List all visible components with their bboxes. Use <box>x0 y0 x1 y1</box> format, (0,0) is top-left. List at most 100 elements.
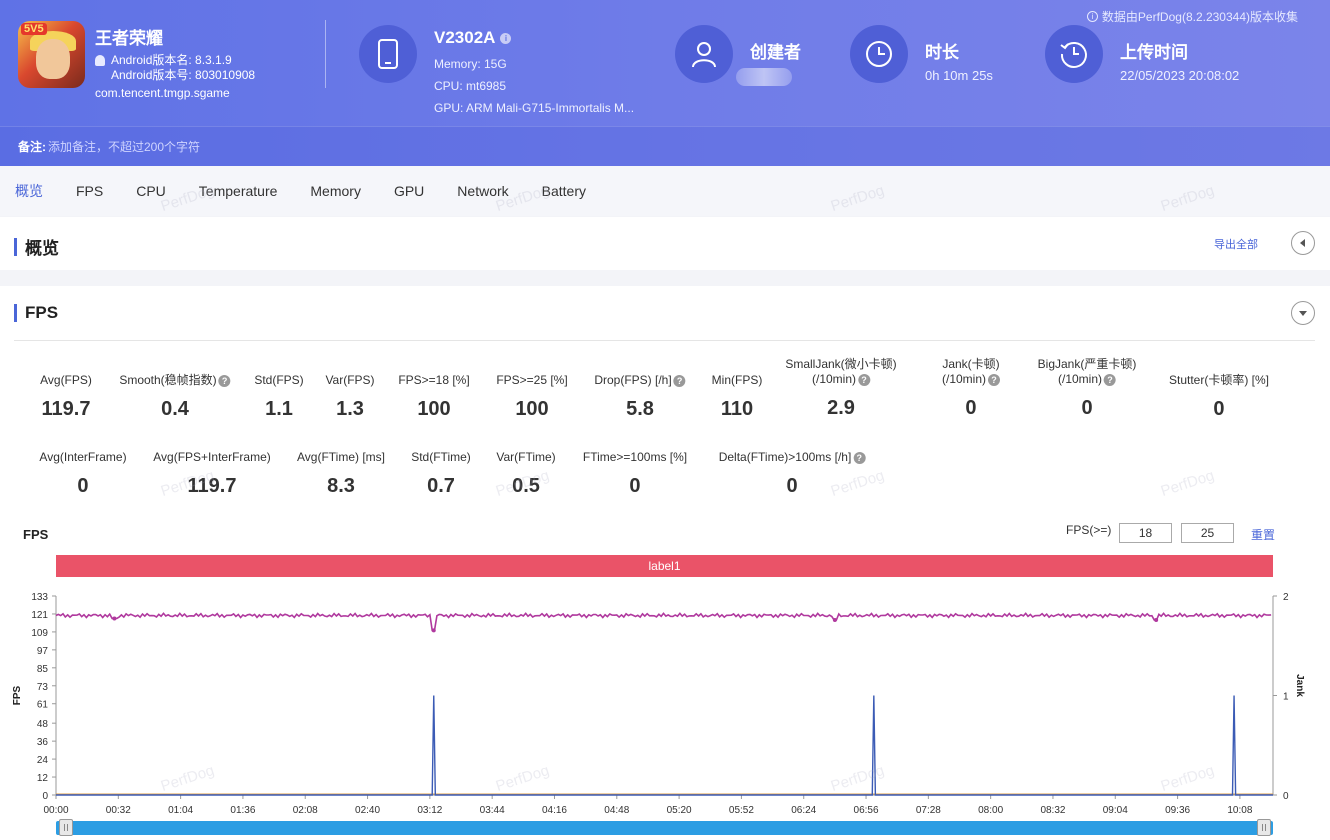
y-tick-label: 109 <box>31 628 48 639</box>
tab-overview[interactable]: 概览 <box>15 183 43 199</box>
x-tick-label: 08:00 <box>978 805 1003 816</box>
report-header: i 数据由PerfDog(8.2.230344)版本收集 5V5 王者荣耀 An… <box>0 0 1330 166</box>
note-bar[interactable]: 备注: 添加备注，不超过200个字符 <box>0 126 1330 166</box>
stat-value: 100 <box>515 398 549 420</box>
tab-memory[interactable]: Memory <box>310 183 361 199</box>
slider-handle-right[interactable] <box>1257 819 1271 836</box>
stat-value: 100 <box>417 398 451 420</box>
tab-temperature[interactable]: Temperature <box>198 183 278 199</box>
x-tick-label: 10:08 <box>1227 805 1252 816</box>
stat-value: 119.7 <box>187 475 237 497</box>
stat-fps-18: FPS>=18 [%] 100 <box>398 373 470 420</box>
stat-value: 0 <box>1213 398 1225 420</box>
y-tick-label: 133 <box>31 592 48 603</box>
stat-smooth: Smooth(稳帧指数)? 0.4 <box>119 373 231 421</box>
y-tick-label: 12 <box>37 773 49 784</box>
x-tick-label: 05:52 <box>729 805 754 816</box>
clock-icon <box>850 25 908 83</box>
tab-gpu[interactable]: GPU <box>393 183 425 199</box>
help-icon[interactable]: ? <box>673 374 686 387</box>
fps-threshold-input-2[interactable]: 25 <box>1181 523 1234 543</box>
info-icon: i <box>1086 11 1098 22</box>
chart-title: FPS <box>23 527 49 542</box>
upload-time-title: 上传时间 <box>1120 43 1188 62</box>
overview-title: 概览 <box>14 234 59 259</box>
stat-value: 2.9 <box>827 397 855 419</box>
help-icon[interactable]: ? <box>858 373 871 386</box>
slider-handle-left[interactable] <box>59 819 73 836</box>
stat-var-fps: Var(FPS) 1.3 <box>325 373 375 420</box>
app-icon-badge: 5V5 <box>21 23 47 35</box>
time-range-slider[interactable] <box>56 821 1273 835</box>
label-band[interactable]: label1 <box>56 555 1273 577</box>
stat-value: 0 <box>629 475 641 497</box>
help-icon[interactable]: ? <box>988 373 1001 386</box>
note-input[interactable]: 添加备注，不超过200个字符 <box>48 140 201 154</box>
stat-value: 110 <box>720 398 754 420</box>
x-tick-label: 00:32 <box>106 805 131 816</box>
stat-value: 8.3 <box>327 475 355 497</box>
jank-series-line <box>56 695 1273 796</box>
y-tick-label: 0 <box>42 791 48 802</box>
help-icon[interactable]: ? <box>1104 373 1116 386</box>
stat-value: 0.4 <box>161 398 189 420</box>
package-name: com.tencent.tmgp.sgame <box>95 86 230 100</box>
stat-value: 0 <box>786 475 798 497</box>
device-cpu: CPU: mt6985 <box>434 79 507 93</box>
stat-smalljank: SmallJank(微小卡顿) (/10min)? 2.9 <box>785 357 897 419</box>
y-tick-label: 97 <box>37 646 49 657</box>
reset-button[interactable]: 重置 <box>1251 528 1276 542</box>
android-version-info: Android版本名: 8.3.1.9 Android版本号: 80301090… <box>95 53 255 83</box>
y-tick-label: 61 <box>37 700 49 711</box>
stat-value: 1.3 <box>336 398 364 420</box>
note-label: 备注: <box>18 140 46 154</box>
creator-name-redacted <box>736 68 792 86</box>
x-tick-label: 02:40 <box>355 805 380 816</box>
help-icon[interactable]: ? <box>218 374 231 387</box>
tab-battery[interactable]: Battery <box>541 183 587 199</box>
y-tick-label: 24 <box>37 755 49 766</box>
x-tick-label: 05:20 <box>667 805 692 816</box>
upload-time-value: 22/05/2023 20:08:02 <box>1120 68 1240 83</box>
y-tick-label: 121 <box>31 610 48 621</box>
y2-axis-title: Jank <box>1294 674 1305 697</box>
export-all-link[interactable]: 导出全部 <box>1214 239 1258 251</box>
fps-threshold-input-1[interactable]: 18 <box>1119 523 1172 543</box>
tab-network[interactable]: Network <box>457 183 509 199</box>
x-tick-label: 08:32 <box>1040 805 1065 816</box>
y2-tick-label: 2 <box>1283 592 1289 603</box>
stat-bigjank: BigJank(严重卡顿) (/10min)? 0 <box>1037 357 1137 419</box>
stat-value: 119.7 <box>41 398 91 420</box>
tab-cpu[interactable]: CPU <box>136 183 166 199</box>
device-info-icon[interactable]: i <box>500 32 512 44</box>
tab-fps[interactable]: FPS <box>76 183 104 199</box>
fps-dip-point <box>832 617 837 622</box>
x-tick-label: 00:00 <box>43 805 68 816</box>
x-tick-label: 03:44 <box>480 805 505 816</box>
collapse-down-button[interactable] <box>1291 301 1315 325</box>
stat-delta-ftime-100ms-h: Delta(FTime)>100ms [/h]? 0 <box>719 450 866 498</box>
duration-value: 0h 10m 25s <box>925 68 993 83</box>
help-icon[interactable]: ? <box>853 451 866 464</box>
stat-value: 0 <box>1081 397 1093 419</box>
y-tick-label: 36 <box>37 737 49 748</box>
stat-var-ftime: Var(FTime) 0.5 <box>496 450 556 497</box>
stat-avg-ftime-ms: Avg(FTime) [ms] 8.3 <box>296 450 386 497</box>
x-tick-label: 06:24 <box>791 805 816 816</box>
x-tick-label: 01:36 <box>230 805 255 816</box>
fps-dip-point <box>431 628 436 633</box>
caret-down-icon <box>1299 311 1307 316</box>
stat-value: 0 <box>965 397 977 419</box>
stat-value: 0.7 <box>427 475 455 497</box>
x-tick-label: 06:56 <box>854 805 879 816</box>
y-axis-title: FPS <box>12 685 23 705</box>
collapse-left-button[interactable] <box>1291 231 1315 255</box>
app-name: 王者荣耀 <box>95 29 163 48</box>
fps-dip-point <box>1154 617 1159 622</box>
x-tick-label: 04:48 <box>604 805 629 816</box>
overview-card <box>0 217 1330 270</box>
android-icon <box>95 55 105 66</box>
x-tick-label: 07:28 <box>916 805 941 816</box>
fps-series-line <box>55 612 1272 632</box>
